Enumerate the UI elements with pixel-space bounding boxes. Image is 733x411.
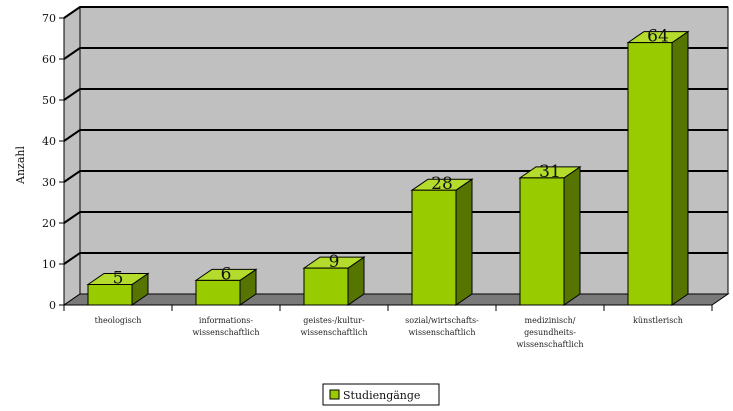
bar-front bbox=[195, 279, 241, 306]
y-tick-label: 70 bbox=[42, 12, 56, 25]
axes bbox=[59, 17, 713, 311]
data-label: 5 bbox=[113, 269, 124, 289]
bar bbox=[194, 268, 258, 306]
y-tick-label: 60 bbox=[42, 53, 56, 66]
bar-front bbox=[411, 189, 457, 306]
category-label: geistes-/kultur-wissenschaftlich bbox=[301, 316, 368, 337]
bar bbox=[86, 272, 150, 306]
data-labels: 5 6 9 28 31 64 bbox=[113, 27, 669, 289]
gridlines bbox=[63, 6, 728, 265]
bar-front bbox=[303, 267, 349, 306]
bar-side bbox=[455, 178, 473, 306]
bar-front bbox=[519, 177, 565, 306]
y-tick-label: 40 bbox=[42, 135, 56, 148]
legend-swatch bbox=[329, 389, 340, 400]
back-wall bbox=[79, 6, 729, 295]
y-tick-label: 0 bbox=[49, 299, 56, 312]
bar bbox=[302, 256, 366, 306]
y-tick-label: 50 bbox=[42, 94, 56, 107]
category-label: theologisch bbox=[95, 316, 142, 325]
bar bbox=[518, 165, 582, 306]
y-tick-label: 30 bbox=[42, 176, 56, 189]
data-label: 64 bbox=[647, 27, 669, 47]
y-axis-title: Anzahl bbox=[14, 146, 27, 185]
gridline bbox=[63, 252, 728, 265]
legend-frame bbox=[322, 383, 440, 406]
gridline bbox=[63, 211, 728, 224]
gridline bbox=[63, 88, 728, 101]
data-label: 28 bbox=[431, 174, 453, 194]
category-labels: theologisch informations-wissenschaftlich… bbox=[95, 316, 683, 349]
category-label: sozial/wirtschafts-wissenschaftlich bbox=[405, 316, 479, 337]
category-label: informations-wissenschaftlich bbox=[193, 316, 260, 337]
left-wall bbox=[63, 6, 81, 306]
y-tick-label: 10 bbox=[42, 258, 56, 271]
data-label: 9 bbox=[329, 252, 340, 272]
category-label: medizinisch/gesundheits-wissenschaftlich bbox=[517, 316, 584, 349]
category-label: künstlerisch bbox=[633, 316, 683, 325]
data-label: 6 bbox=[221, 264, 232, 284]
bar bbox=[626, 30, 690, 306]
legend-label: Studiengänge bbox=[343, 389, 420, 402]
bar bbox=[410, 178, 474, 306]
gridline bbox=[63, 129, 728, 142]
y-tick-label: 20 bbox=[42, 217, 56, 230]
bar-front bbox=[87, 284, 133, 306]
bar-front bbox=[627, 42, 673, 306]
plot-walls bbox=[62, 6, 730, 306]
bar-side bbox=[563, 165, 581, 306]
data-label: 31 bbox=[539, 162, 561, 182]
gridline bbox=[63, 170, 728, 183]
bar-side bbox=[671, 30, 689, 306]
legend-box: Studiengänge bbox=[322, 383, 440, 406]
bars bbox=[86, 30, 690, 306]
y-tick-labels: 0 10 20 30 40 50 60 70 bbox=[42, 12, 56, 312]
legend: Studiengänge bbox=[322, 383, 440, 406]
gridline bbox=[63, 47, 728, 60]
gridline bbox=[63, 6, 728, 19]
